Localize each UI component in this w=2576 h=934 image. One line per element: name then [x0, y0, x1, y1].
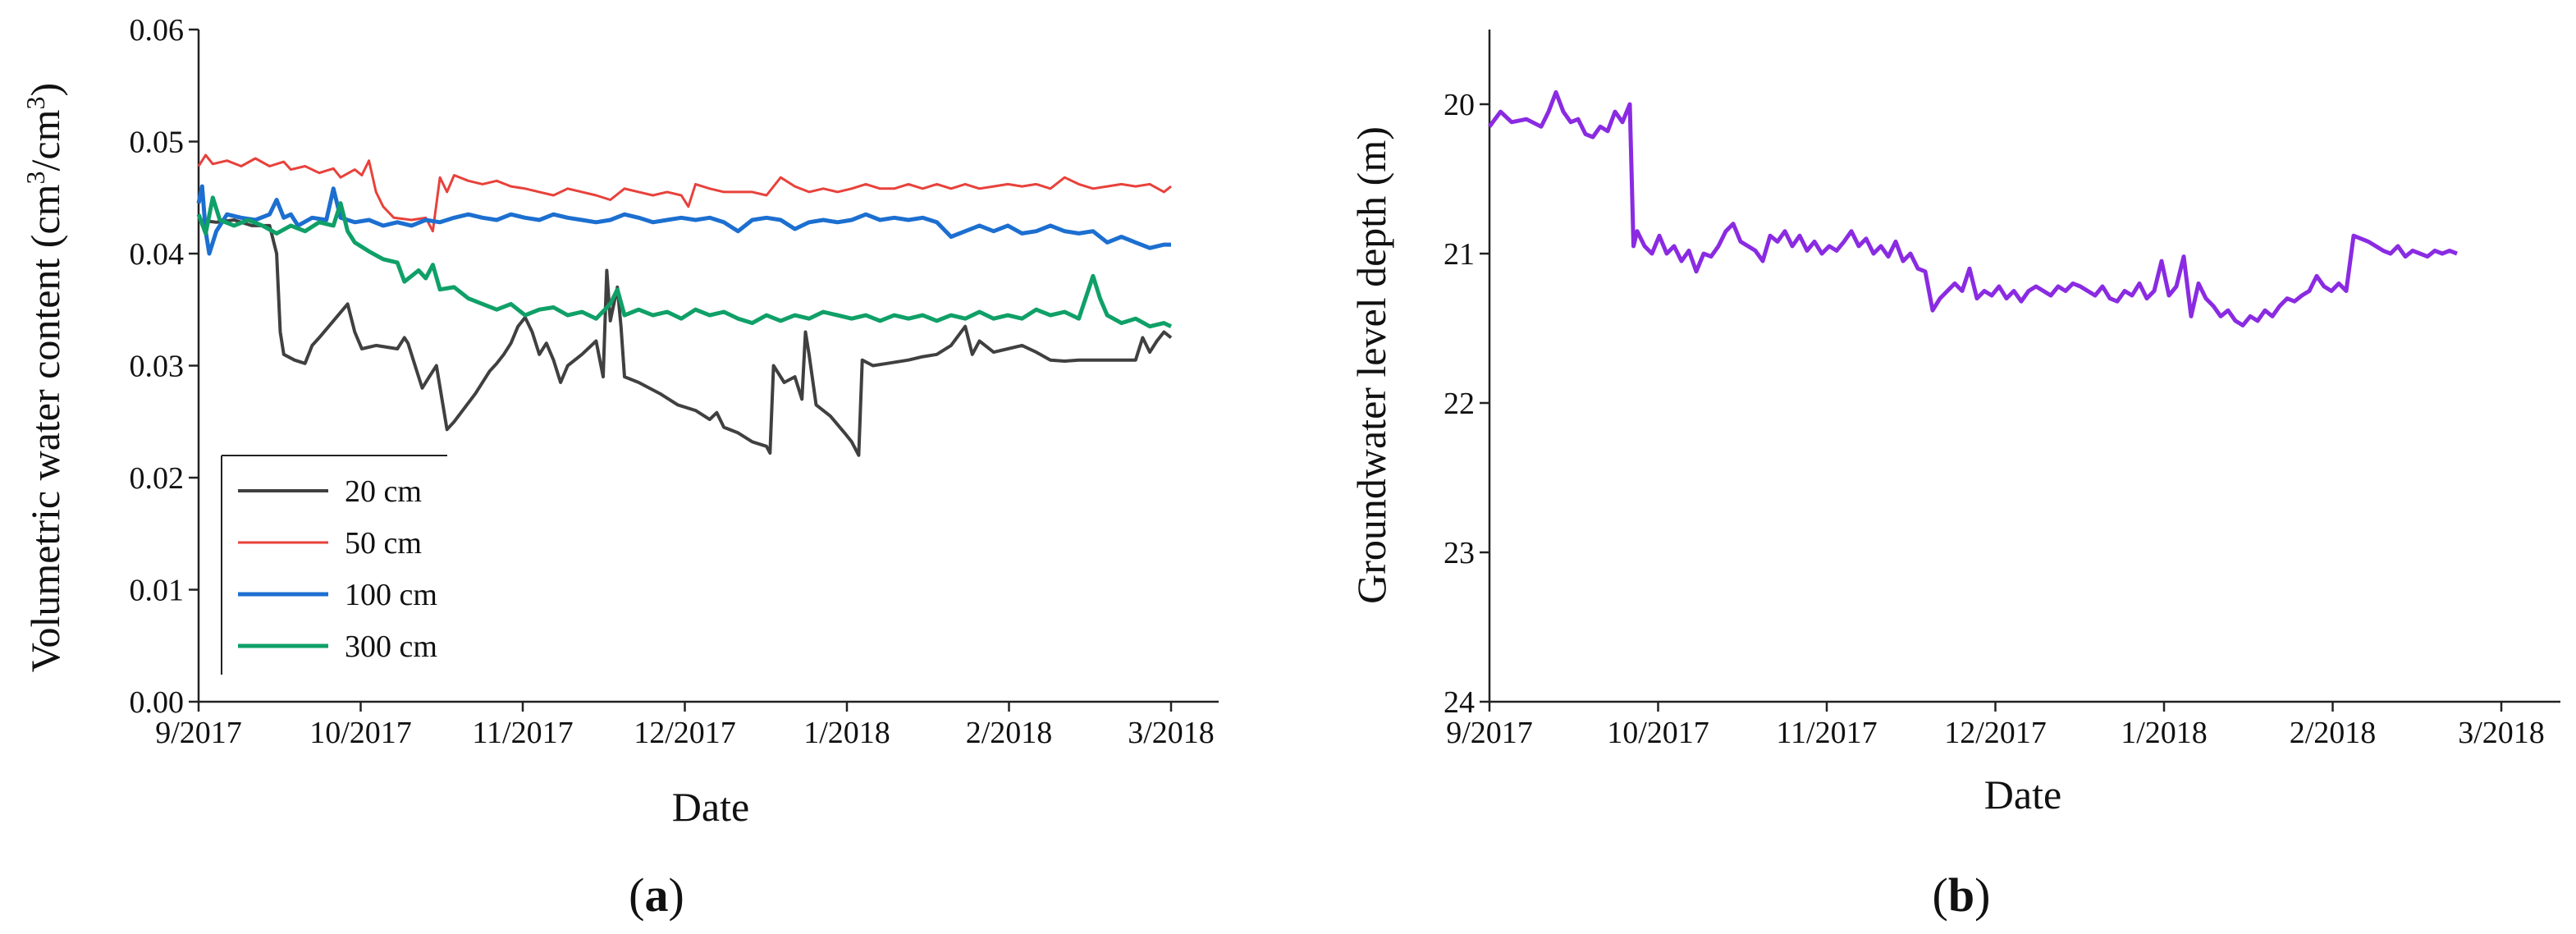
panel-a-y-ticks: 0.00 0.01 0.02 0.03 0.04 0.05 0.06	[130, 13, 199, 720]
x-tick-label: 10/2017	[1607, 716, 1709, 750]
panel-b-label: (b)	[1933, 868, 1991, 922]
panel-b-y-ticks: 20 21 22 23 24	[1444, 88, 1489, 720]
x-tick-label: 1/2018	[803, 716, 890, 750]
x-tick-label: 9/2017	[155, 716, 242, 750]
legend-label: 300 cm	[345, 630, 437, 664]
legend-items: 20 cm 50 cm 100 cm 300 cm	[238, 474, 437, 664]
panel-b-x-axis-title: Date	[1984, 771, 2061, 817]
legend-label: 50 cm	[345, 526, 422, 561]
series-line-groundwater	[1487, 89, 2458, 327]
y-tick-label: 0.03	[130, 350, 185, 384]
y-tick-label: 0.05	[130, 126, 185, 160]
panel-a-label: (a)	[629, 868, 684, 922]
x-tick-label: 11/2017	[1776, 716, 1877, 750]
y-tick-label: 21	[1444, 237, 1475, 272]
y-tick-label: 0.00	[130, 685, 185, 720]
x-tick-label: 10/2017	[309, 716, 412, 750]
panel-a-chart: 0.00 0.01 0.02 0.03 0.04 0.05 0.06 9/2017 10/20…	[21, 13, 1219, 922]
series-line-100-cm	[196, 184, 1171, 256]
y-tick-label: 0.02	[130, 461, 185, 496]
x-tick-label: 12/2017	[1944, 716, 2047, 750]
panel-b-frame	[1488, 30, 2560, 703]
x-tick-label: 9/2017	[1446, 716, 1533, 750]
y-tick-label: 23	[1444, 536, 1475, 570]
legend-label: 20 cm	[345, 474, 422, 509]
series-line-300-cm	[196, 195, 1173, 329]
panel-a-y-axis-title: Volumetric water content (cm3/cm3)	[21, 83, 68, 672]
y-tick-label: 0.04	[130, 237, 185, 272]
panel-b-x-ticks: 9/2017 10/2017 11/2017 12/2017 1/2018 2/2018 3…	[1446, 702, 2545, 750]
y-tick-label: 0.06	[130, 13, 185, 48]
x-tick-label: 12/2017	[634, 716, 736, 750]
x-tick-label: 1/2018	[2121, 716, 2208, 750]
y-tick-label: 24	[1444, 685, 1475, 720]
y-tick-label: 0.01	[130, 574, 185, 608]
series-line-50-cm	[197, 153, 1172, 233]
panel-a-series	[196, 153, 1173, 457]
x-tick-label: 11/2017	[472, 716, 573, 750]
panel-a-x-axis-title: Date	[672, 784, 749, 830]
panel-a-x-ticks: 9/2017 10/2017 11/2017 12/2017 1/2018 2/2018 3…	[155, 702, 1215, 750]
series-line-20-cm	[198, 218, 1173, 457]
x-tick-label: 2/2018	[2290, 716, 2377, 750]
panel-b-chart: 20 21 22 23 24 9/2017 10/2017 11/2017 12/2017 1/…	[1348, 30, 2560, 922]
panel-a-legend: 20 cm 50 cm 100 cm 300 cm	[221, 455, 447, 675]
x-tick-label: 2/2018	[966, 716, 1053, 750]
y-tick-label: 22	[1444, 387, 1475, 421]
x-tick-label: 3/2018	[1128, 716, 1215, 750]
x-tick-label: 3/2018	[2458, 716, 2545, 750]
panel-b-series	[1487, 89, 2458, 327]
legend-label: 100 cm	[345, 578, 437, 612]
y-tick-label: 20	[1444, 88, 1475, 122]
panel-b-y-axis-title: Groundwater level depth (m)	[1348, 126, 1394, 604]
